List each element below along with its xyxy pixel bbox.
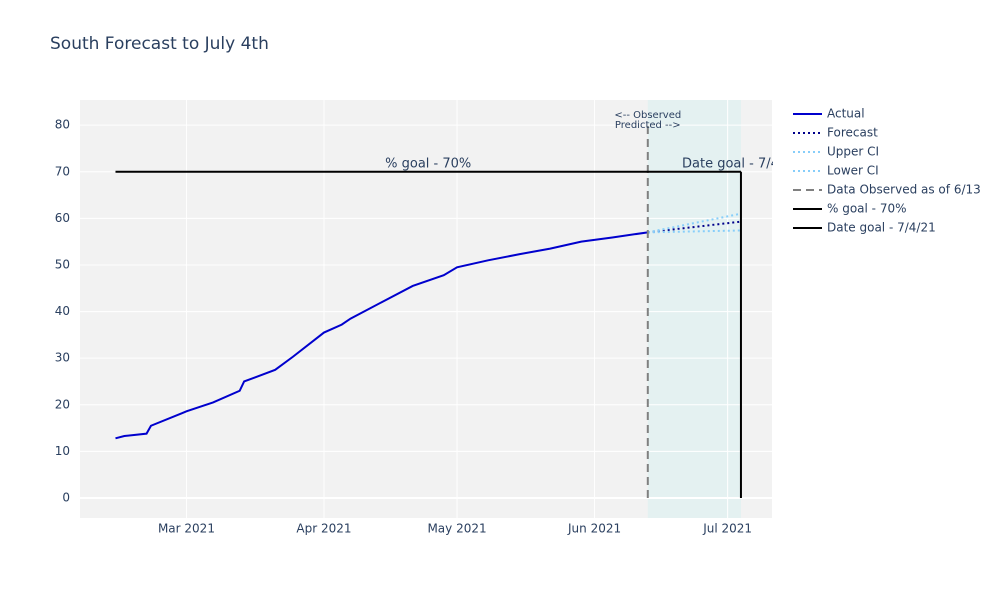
series-line (647, 229, 741, 234)
x-tick-label: May 2021 (427, 522, 486, 536)
y-tick-label: 30 (55, 351, 70, 365)
legend-label: Forecast (827, 126, 878, 140)
annotation: <-- Observed (614, 110, 681, 121)
legend-label: Data Observed as of 6/13 (827, 183, 981, 197)
y-tick-label: 20 (55, 397, 70, 411)
legend-label: Date goal - 7/4/21 (827, 221, 936, 235)
series-line (647, 212, 742, 234)
x-tick-label: Apr 2021 (296, 522, 351, 536)
annotation: % goal - 70% (385, 156, 471, 171)
y-tick-label: 10 (55, 444, 70, 458)
x-tick-label: Jun 2021 (567, 522, 621, 536)
shaded-region (647, 100, 741, 518)
y-tick-label: 50 (55, 257, 70, 271)
legend-label: Actual (827, 107, 865, 121)
legend-background (773, 0, 1000, 600)
legend-label: Upper CI (827, 145, 879, 159)
annotation: Predicted --> (615, 120, 681, 131)
legend-label: % goal - 70% (827, 202, 907, 216)
y-tick-label: 60 (55, 211, 70, 225)
legend-label: Lower CI (827, 164, 879, 178)
annotation: Date goal - 7/4/21 (682, 156, 800, 171)
x-tick-label: Jul 2021 (702, 522, 752, 536)
series-line (647, 220, 742, 234)
x-tick-label: Mar 2021 (158, 522, 215, 536)
series-line (115, 231, 648, 440)
y-tick-label: 40 (55, 304, 70, 318)
y-tick-label: 0 (62, 490, 70, 504)
y-tick-label: 70 (55, 164, 70, 178)
y-tick-label: 80 (55, 118, 70, 132)
chart-title: South Forecast to July 4th (50, 34, 269, 54)
